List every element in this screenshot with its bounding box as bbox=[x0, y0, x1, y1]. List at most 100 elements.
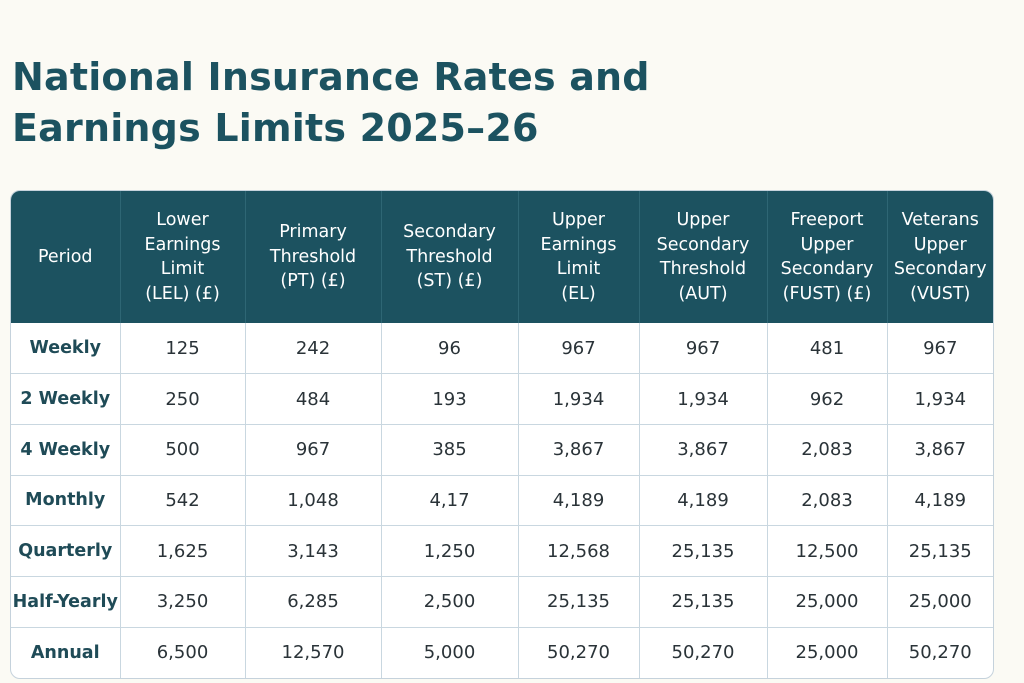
value-cell: 542 bbox=[120, 475, 246, 527]
column-header-line: Lower bbox=[156, 210, 209, 230]
value-cell: 3,867 bbox=[518, 424, 640, 476]
ni-rates-table-container: Period Lower Earnings Limit (LEL) (£) Primary… bbox=[10, 190, 994, 679]
value-cell: 481 bbox=[767, 323, 888, 375]
value-cell: 967 bbox=[245, 424, 382, 476]
table-row: Weekly 125 242 96 967 967 481 967 bbox=[11, 323, 993, 375]
column-header-line: Threshold bbox=[406, 246, 493, 267]
period-cell: Weekly bbox=[11, 323, 121, 375]
column-header-line: Freeport bbox=[790, 210, 864, 230]
page-title-line-1: National Insurance Rates and bbox=[12, 55, 650, 99]
column-header-3: Secondary Threshold (ST) (£) bbox=[381, 191, 519, 323]
value-cell: 1,625 bbox=[120, 525, 246, 578]
column-header-2: Primary Threshold (PT) (£) bbox=[245, 191, 382, 323]
column-header-line: Earnings bbox=[144, 234, 221, 255]
column-header-line: Secondary bbox=[656, 234, 750, 255]
value-cell: 3,250 bbox=[120, 576, 246, 628]
column-header-1: Lower Earnings Limit (LEL) (£) bbox=[120, 191, 246, 323]
value-cell: 2,083 bbox=[767, 424, 888, 476]
value-cell: 12,568 bbox=[518, 525, 640, 578]
value-cell: 385 bbox=[381, 424, 519, 476]
value-cell: 500 bbox=[120, 424, 246, 476]
value-cell: 25,135 bbox=[518, 576, 640, 628]
header-row: Period Lower Earnings Limit (LEL) (£) Primary… bbox=[11, 191, 993, 323]
value-cell: 3,867 bbox=[887, 424, 993, 476]
table-header: Period Lower Earnings Limit (LEL) (£) Primary… bbox=[11, 191, 993, 323]
value-cell: 4,189 bbox=[518, 475, 640, 527]
value-cell: 25,135 bbox=[887, 525, 993, 578]
value-cell: 1,048 bbox=[245, 475, 382, 527]
ni-rates-table: Period Lower Earnings Limit (LEL) (£) Primary… bbox=[11, 191, 993, 678]
value-cell: 967 bbox=[518, 323, 640, 375]
column-header-line: Upper bbox=[552, 210, 605, 230]
column-header-line: (VUST) bbox=[910, 283, 971, 304]
page-title: National Insurance Rates and Earnings Li… bbox=[12, 52, 650, 154]
value-cell: 1,934 bbox=[639, 373, 768, 425]
value-cell: 5,000 bbox=[381, 627, 519, 678]
value-cell: 50,270 bbox=[908, 642, 972, 664]
table-row: 4 Weekly 500 967 385 3,867 3,867 2,083 3,867 bbox=[11, 424, 993, 476]
column-header-line: (AUT) bbox=[678, 283, 728, 304]
value-cell: 193 bbox=[381, 373, 519, 425]
period-cell: Annual bbox=[11, 627, 121, 678]
value-cell: 2,083 bbox=[767, 475, 888, 527]
value-cell: 25,000 bbox=[887, 576, 993, 628]
value-cell: 12,500 bbox=[767, 525, 888, 578]
column-header-line: Secondary bbox=[893, 259, 987, 279]
period-cell: Half-Yearly bbox=[11, 576, 121, 628]
column-header-5: Upper Secondary Threshold (AUT) bbox=[639, 191, 768, 323]
column-header-line: (ST) (£) bbox=[416, 271, 483, 292]
page-title-line-2: Earnings Limits 2025–26 bbox=[12, 106, 539, 150]
table-row: Quarterly 1,625 3,143 1,250 12,568 25,135 12,5… bbox=[11, 525, 993, 578]
value-cell: 4,189 bbox=[887, 475, 993, 527]
table-row: 2 Weekly 250 484 193 1,934 1,934 962 1,934 bbox=[11, 373, 993, 425]
value-cell: 967 bbox=[887, 323, 993, 375]
value-cell: 2,500 bbox=[381, 576, 519, 628]
column-header-4: Upper Earnings Limit (EL) bbox=[518, 191, 640, 323]
column-header-line: Upper bbox=[913, 234, 967, 255]
value-cell: 25,135 bbox=[639, 576, 768, 628]
value-cell: 50,270 bbox=[518, 627, 640, 678]
column-header-line: Limit bbox=[556, 259, 601, 279]
value-cell: 250 bbox=[120, 373, 246, 425]
column-header-line: Threshold bbox=[659, 259, 747, 279]
value-cell: 962 bbox=[767, 373, 888, 425]
value-cell: 242 bbox=[245, 323, 382, 375]
value-cell: 25,000 bbox=[767, 627, 888, 678]
value-cell: 1,934 bbox=[518, 373, 640, 425]
value-cell: 25,000 bbox=[767, 576, 888, 628]
column-header-line: Veterans bbox=[901, 210, 979, 230]
period-cell: Quarterly bbox=[11, 525, 121, 578]
value-cell: 96 bbox=[381, 323, 519, 375]
column-header-6: Freeport Upper Secondary (FUST) (£) bbox=[767, 191, 888, 323]
value-cell: 3,143 bbox=[245, 525, 382, 578]
column-header-line: Upper bbox=[676, 210, 730, 230]
value-cell: 25,135 bbox=[639, 525, 768, 578]
value-cell: 50,270 bbox=[639, 627, 768, 678]
value-cell: 6,500 bbox=[120, 627, 246, 678]
column-header-line: Period bbox=[37, 246, 93, 267]
column-header-line: (FUST) (£) bbox=[782, 283, 872, 304]
column-header-7: Veterans Upper Secondary (VUST) bbox=[887, 191, 993, 323]
table-row: Half-Yearly 3,250 6,285 2,500 25,135 25,135 25… bbox=[11, 576, 993, 628]
value-cell: 1,934 bbox=[887, 373, 993, 425]
value-cell: 4,17 bbox=[381, 475, 519, 527]
period-cell: 2 Weekly bbox=[11, 373, 121, 425]
value-cell: 4,189 bbox=[639, 475, 768, 527]
column-header-line: (PT) (£) bbox=[280, 271, 346, 292]
column-header-line: Secondary bbox=[780, 259, 874, 279]
column-header-line: Secondary bbox=[403, 222, 496, 243]
value-cell: 6,285 bbox=[245, 576, 382, 628]
period-cell: 4 Weekly bbox=[11, 424, 121, 476]
column-header-0: Period bbox=[11, 191, 121, 323]
period-cell: Monthly bbox=[11, 475, 121, 527]
value-cell: 125 bbox=[120, 323, 246, 375]
value-cell: 12,570 bbox=[245, 627, 382, 678]
column-header-line: Threshold bbox=[269, 246, 357, 267]
value-cell: 484 bbox=[245, 373, 382, 425]
column-header-line: Primary bbox=[279, 222, 347, 243]
value-cell: 1,250 bbox=[381, 525, 519, 578]
value-cell: 967 bbox=[639, 323, 768, 375]
column-header-line: (LEL) (£) bbox=[145, 283, 220, 304]
column-header-line: Limit bbox=[160, 259, 205, 279]
table-row: Annual 6,500 12,570 5,000 50,270 50,270 25,000… bbox=[11, 627, 993, 678]
